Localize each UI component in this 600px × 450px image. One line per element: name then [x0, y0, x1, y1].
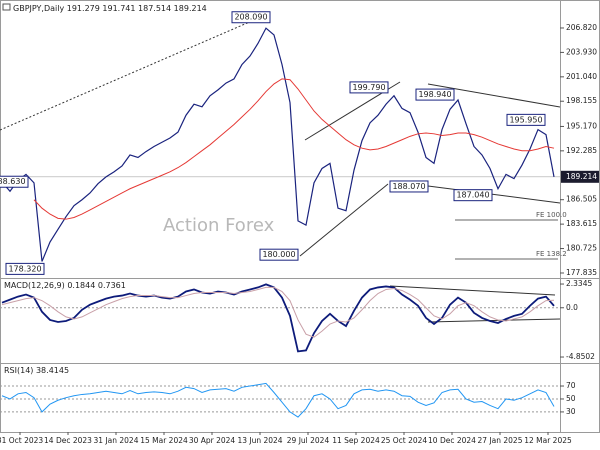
- trendlines: [0, 13, 560, 323]
- price-annotation: 199.790: [352, 83, 385, 92]
- price-annotation-box: [453, 189, 493, 202]
- trendline: [389, 285, 556, 296]
- y-tick-label: 198.155: [566, 96, 597, 105]
- price-annotation: 195.950: [509, 115, 542, 124]
- price-annotation: 188.630: [0, 177, 26, 186]
- indicator-title: MACD(12,26,9): [4, 281, 65, 290]
- y-tick-label: 0.0: [566, 303, 578, 312]
- readout: 0.1844: [67, 281, 95, 290]
- quote-open: 191.279: [67, 4, 100, 13]
- symbol: GBPJPY,Daily: [13, 4, 64, 13]
- price-annotation: 198.940: [418, 90, 451, 99]
- trendline: [427, 318, 560, 323]
- y-tick-label: 201.040: [566, 72, 597, 81]
- price-annotation-box: [0, 175, 29, 188]
- fe-label: FE 138.2: [536, 250, 567, 258]
- quote-high: 191.741: [102, 4, 135, 13]
- panel-header: GBPJPY,Daily 191.279 191.741 187.514 189…: [13, 4, 207, 13]
- y-tick-label: -4.8502: [566, 352, 595, 361]
- price-annotation: 180.000: [262, 250, 295, 259]
- price-annotation-box: [415, 88, 455, 101]
- x-tick-label: 14 Dec 2023: [44, 436, 92, 445]
- y-tick-label: 177.835: [566, 268, 597, 277]
- symbol-icon: [2, 3, 11, 11]
- series-line: [1, 382, 555, 418]
- x-tick-label: 29 Jul 2024: [287, 436, 330, 445]
- y-tick-label: 186.505: [566, 195, 597, 204]
- indicator-title: RSI(14): [4, 366, 33, 375]
- last-price-label: 189.214: [566, 172, 597, 181]
- price-annotation-box: [231, 11, 271, 24]
- quote-close: 189.214: [174, 4, 207, 13]
- fe-label: FE 100.0: [536, 211, 567, 219]
- x-tick-label: 31 Oct 2023: [0, 436, 43, 445]
- y-tick-label: 50: [566, 394, 576, 403]
- last-price-box: [561, 170, 599, 183]
- price-annotation: 208.090: [234, 13, 267, 22]
- series-line: [1, 283, 555, 353]
- y-tick-label: 180.725: [566, 244, 597, 253]
- x-tick-label: 30 Apr 2024: [189, 436, 236, 445]
- trendline: [427, 185, 560, 204]
- panel-header: RSI(14) 38.4145: [4, 366, 69, 375]
- x-tick-label: 11 Sep 2024: [332, 436, 380, 445]
- x-tick-label: 27 Jan 2025: [478, 436, 523, 445]
- price-annotation: 188.070: [392, 182, 425, 191]
- series-line: [33, 78, 555, 220]
- y-tick-label: 203.930: [566, 47, 597, 56]
- y-tick-label: 206.820: [566, 23, 597, 32]
- y-tick-label: 183.615: [566, 219, 597, 228]
- readout: 38.4145: [36, 366, 69, 375]
- panel-header: MACD(12,26,9) 0.1844 0.7361: [4, 281, 126, 290]
- x-tick-label: 25 Oct 2024: [381, 436, 428, 445]
- x-tick-label: 10 Dec 2024: [428, 436, 476, 445]
- quote-low: 187.514: [138, 4, 171, 13]
- trendline: [427, 83, 560, 108]
- x-tick-label: 12 Mar 2025: [524, 436, 572, 445]
- x-tick-label: 13 Jun 2024: [237, 436, 282, 445]
- price-annotation-box: [389, 180, 429, 193]
- x-tick-label: 15 Mar 2024: [140, 436, 188, 445]
- y-tick-label: 192.285: [566, 146, 597, 155]
- price-annotation: 187.040: [456, 191, 489, 200]
- plot-area: 208.090 199.790 198.940 195.950 188.070 187.0…: [0, 11, 560, 418]
- price-annotation-box: [5, 262, 45, 275]
- trendline: [0, 13, 269, 131]
- y-tick-label: 2.3345: [566, 279, 592, 288]
- price-annotation-box: [506, 113, 546, 126]
- price-annotation: 178.320: [8, 264, 41, 273]
- price-annotation-box: [259, 248, 299, 261]
- watermark: Action Forex: [163, 215, 275, 236]
- price-annotation-box: [349, 81, 389, 94]
- y-tick-label: 30: [566, 407, 576, 416]
- series-line: [1, 286, 555, 338]
- series-line: [1, 27, 555, 262]
- trendline: [299, 183, 389, 257]
- y-tick-label: 195.170: [566, 121, 597, 130]
- y-tick-label: 70: [566, 381, 576, 390]
- readout: 0.7361: [98, 281, 126, 290]
- x-tick-label: 31 Jan 2024: [94, 436, 139, 445]
